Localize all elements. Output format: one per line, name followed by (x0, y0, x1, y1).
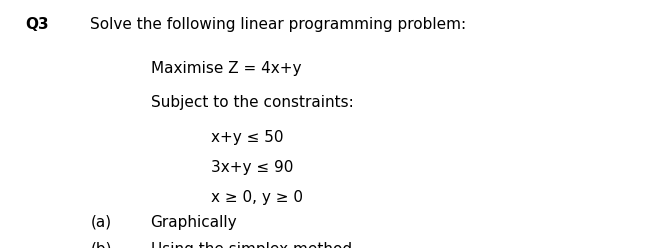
Text: x ≥ 0, y ≥ 0: x ≥ 0, y ≥ 0 (211, 190, 303, 205)
Text: Maximise Z = 4x+y: Maximise Z = 4x+y (151, 61, 301, 76)
Text: Graphically: Graphically (151, 215, 237, 229)
Text: Solve the following linear programming problem:: Solve the following linear programming p… (90, 17, 466, 32)
Text: (b): (b) (90, 242, 112, 248)
Text: Q3: Q3 (25, 17, 49, 32)
Text: (a): (a) (90, 215, 112, 229)
Text: Subject to the constraints:: Subject to the constraints: (151, 95, 353, 110)
Text: 3x+y ≤ 90: 3x+y ≤ 90 (211, 160, 293, 175)
Text: x+y ≤ 50: x+y ≤ 50 (211, 130, 283, 145)
Text: Using the simplex method.: Using the simplex method. (151, 242, 357, 248)
